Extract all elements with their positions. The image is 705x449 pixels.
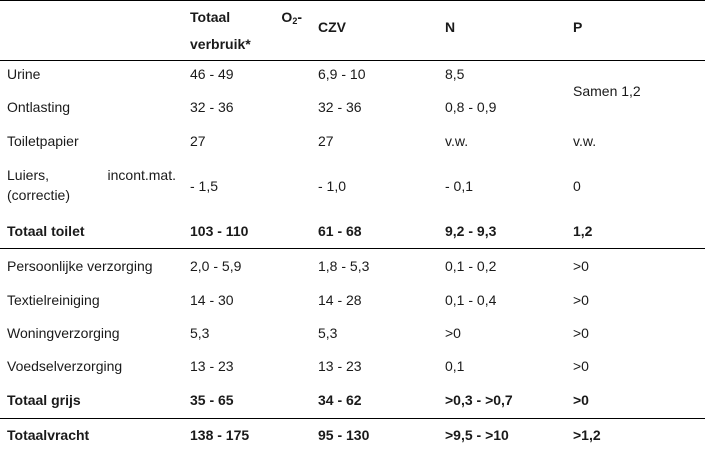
row-n-value: 0,1 - 0,4	[445, 292, 497, 308]
row-p-value: >1,2	[573, 427, 601, 443]
row-p-value: 1,2	[573, 223, 593, 239]
row-czv-value: 6,9 - 10	[318, 66, 366, 82]
row-o2-value: 27	[190, 133, 206, 149]
row-czv-value: 13 - 23	[318, 358, 362, 374]
row-o2-value: - 1,5	[190, 178, 219, 194]
row-label: Luiers, incont.mat. (correctie)	[7, 165, 176, 205]
header-o2-word2: O2-	[281, 9, 302, 26]
header-o2-word1: Totaal	[190, 9, 231, 25]
table-row: Urine 46 - 49 6,9 - 10 8,5	[0, 65, 705, 83]
table-row: Luiers, incont.mat. (correctie) - 1,5 - …	[0, 165, 705, 205]
row-czv-value: 1,8 - 5,3	[318, 258, 370, 274]
header-czv: CZV	[318, 19, 346, 35]
row-label-line2: (correctie)	[7, 187, 71, 203]
row-czv-value: 5,3	[318, 325, 338, 341]
row-p-value: v.w.	[573, 133, 597, 149]
header-o2-consumption: Totaal O2- verbruik*	[190, 6, 302, 56]
header-p: P	[573, 19, 583, 35]
row-p-value: >0	[573, 325, 589, 341]
row-o2-value: 46 - 49	[190, 66, 234, 82]
table-header-row: Totaal O2- verbruik* CZV N P	[0, 6, 705, 56]
row-n-value: 0,1 - 0,2	[445, 258, 497, 274]
row-label: Urine	[7, 66, 41, 82]
row-label: Persoonlijke verzorging	[7, 258, 153, 274]
row-n-value: >9,5 - >10	[445, 427, 509, 443]
row-label-part2: incont.mat.	[107, 167, 176, 183]
row-n-value: 8,5	[445, 66, 465, 82]
row-label: Totaalvracht	[7, 427, 90, 443]
row-p-value: 0	[573, 178, 581, 194]
table-top-rule	[0, 0, 705, 1]
row-o2-value: 138 - 175	[190, 427, 250, 443]
table-row: Toiletpapier 27 27 v.w. v.w.	[0, 132, 705, 150]
row-czv-value: 61 - 68	[318, 223, 362, 239]
row-n-value: >0,3 - >0,7	[445, 392, 513, 408]
row-p-value: >0	[573, 392, 589, 408]
row-o2-value: 14 - 30	[190, 292, 234, 308]
row-czv-value: 34 - 62	[318, 392, 362, 408]
table-row: Ontlasting 32 - 36 32 - 36 0,8 - 0,9	[0, 98, 705, 116]
row-n-value: - 0,1	[445, 178, 474, 194]
row-label: Textielreiniging	[7, 292, 100, 308]
row-label: Toiletpapier	[7, 133, 79, 149]
row-label: Totaal toilet	[7, 223, 85, 239]
row-czv-value: 95 - 130	[318, 427, 370, 443]
row-czv-value: 32 - 36	[318, 99, 362, 115]
row-o2-value: 32 - 36	[190, 99, 234, 115]
row-n-value: 0,8 - 0,9	[445, 99, 497, 115]
header-o2-line2: verbruik*	[190, 36, 251, 52]
row-czv-value: - 1,0	[318, 178, 347, 194]
header-n: N	[445, 19, 456, 35]
section-rule	[0, 248, 705, 249]
table-row-total: Totaal toilet 103 - 110 61 - 68 9,2 - 9,…	[0, 222, 705, 240]
row-label: Totaal grijs	[7, 392, 81, 408]
row-o2-value: 103 - 110	[190, 223, 249, 239]
table-row: Woningverzorging 5,3 5,3 >0 >0	[0, 324, 705, 342]
row-czv-value: 14 - 28	[318, 292, 362, 308]
section-rule	[0, 418, 705, 419]
row-p-value: >0	[573, 358, 589, 374]
row-o2-value: 5,3	[190, 325, 210, 341]
row-p-value: >0	[573, 292, 589, 308]
table-row-total: Totaal grijs 35 - 65 34 - 62 >0,3 - >0,7…	[0, 391, 705, 409]
row-n-value: v.w.	[445, 133, 469, 149]
row-o2-value: 2,0 - 5,9	[190, 258, 242, 274]
row-n-value: 0,1	[445, 358, 465, 374]
row-n-value: >0	[445, 325, 461, 341]
merged-p-value: Samen 1,2	[573, 83, 641, 99]
table-row: Voedselverzorging 13 - 23 13 - 23 0,1 >0	[0, 357, 705, 375]
row-p-value: >0	[573, 258, 589, 274]
row-label-part1: Luiers,	[7, 167, 50, 183]
row-o2-value: 35 - 65	[190, 392, 234, 408]
row-n-value: 9,2 - 9,3	[445, 223, 497, 239]
row-czv-value: 27	[318, 133, 334, 149]
table-row: Persoonlijke verzorging 2,0 - 5,9 1,8 - …	[0, 257, 705, 275]
row-label: Voedselverzorging	[7, 358, 123, 374]
row-label: Ontlasting	[7, 99, 71, 115]
row-o2-value: 13 - 23	[190, 358, 234, 374]
table-row-total: Totaalvracht 138 - 175 95 - 130 >9,5 - >…	[0, 426, 705, 444]
header-bottom-rule	[0, 60, 705, 61]
row-label: Woningverzorging	[7, 325, 120, 341]
table-row: Textielreiniging 14 - 30 14 - 28 0,1 - 0…	[0, 291, 705, 309]
